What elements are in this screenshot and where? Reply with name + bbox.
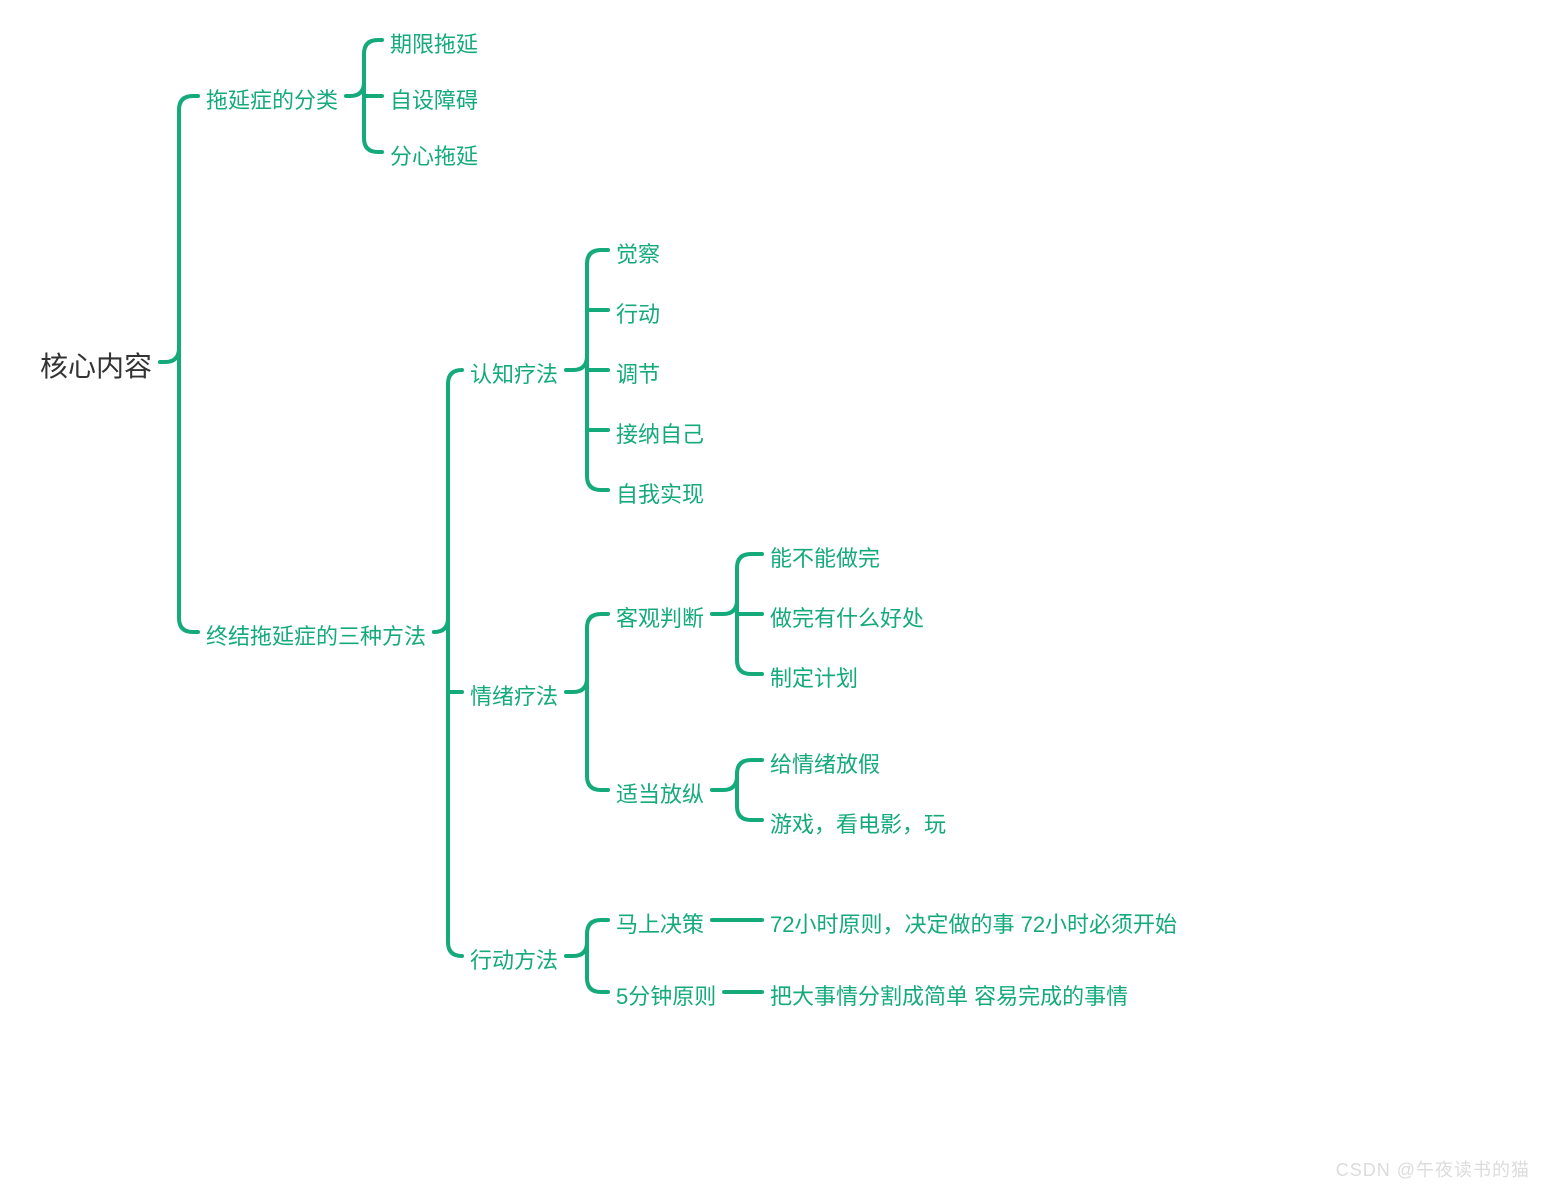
mindmap-node-b1_1: 期限拖延 (390, 27, 478, 59)
mindmap-node-b2_2_1_3: 制定计划 (770, 661, 858, 693)
mindmap-node-b1: 拖延症的分类 (206, 83, 338, 115)
mindmap-node-b2_2_1: 客观判断 (616, 601, 704, 633)
mindmap-node-b2_2: 情绪疗法 (470, 679, 558, 711)
mindmap-node-b2_1_2: 行动 (616, 297, 660, 329)
mindmap-node-b2_3: 行动方法 (470, 943, 558, 975)
mindmap-node-b2_1: 认知疗法 (470, 357, 558, 389)
mindmap-node-b2_3_2_1: 把大事情分割成简单 容易完成的事情 (770, 979, 1128, 1011)
mindmap-connectors (0, 0, 1542, 1190)
mindmap-node-b2_2_2: 适当放纵 (616, 777, 704, 809)
mindmap-node-b2_1_3: 调节 (616, 357, 660, 389)
mindmap-node-b2_3_2: 5分钟原则 (616, 979, 716, 1011)
mindmap-node-b2_2_1_1: 能不能做完 (770, 541, 880, 573)
mindmap-node-b2_1_4: 接纳自己 (616, 417, 704, 449)
watermark-text: CSDN @午夜读书的猫 (1336, 1156, 1530, 1182)
mindmap-node-b2_1_5: 自我实现 (616, 477, 704, 509)
mindmap-node-b2_2_1_2: 做完有什么好处 (770, 601, 924, 633)
mindmap-node-root: 核心内容 (40, 345, 152, 385)
mindmap-node-b2_2_2_1: 给情绪放假 (770, 747, 880, 779)
mindmap-node-b1_3: 分心拖延 (390, 139, 478, 171)
mindmap-node-b2: 终结拖延症的三种方法 (206, 619, 426, 651)
mindmap-node-b2_3_1: 马上决策 (616, 907, 704, 939)
mindmap-node-b1_2: 自设障碍 (390, 83, 478, 115)
mindmap-node-b2_2_2_2: 游戏，看电影，玩 (770, 807, 946, 839)
mindmap-node-b2_3_1_1: 72小时原则，决定做的事 72小时必须开始 (770, 907, 1177, 939)
mindmap-node-b2_1_1: 觉察 (616, 237, 660, 269)
